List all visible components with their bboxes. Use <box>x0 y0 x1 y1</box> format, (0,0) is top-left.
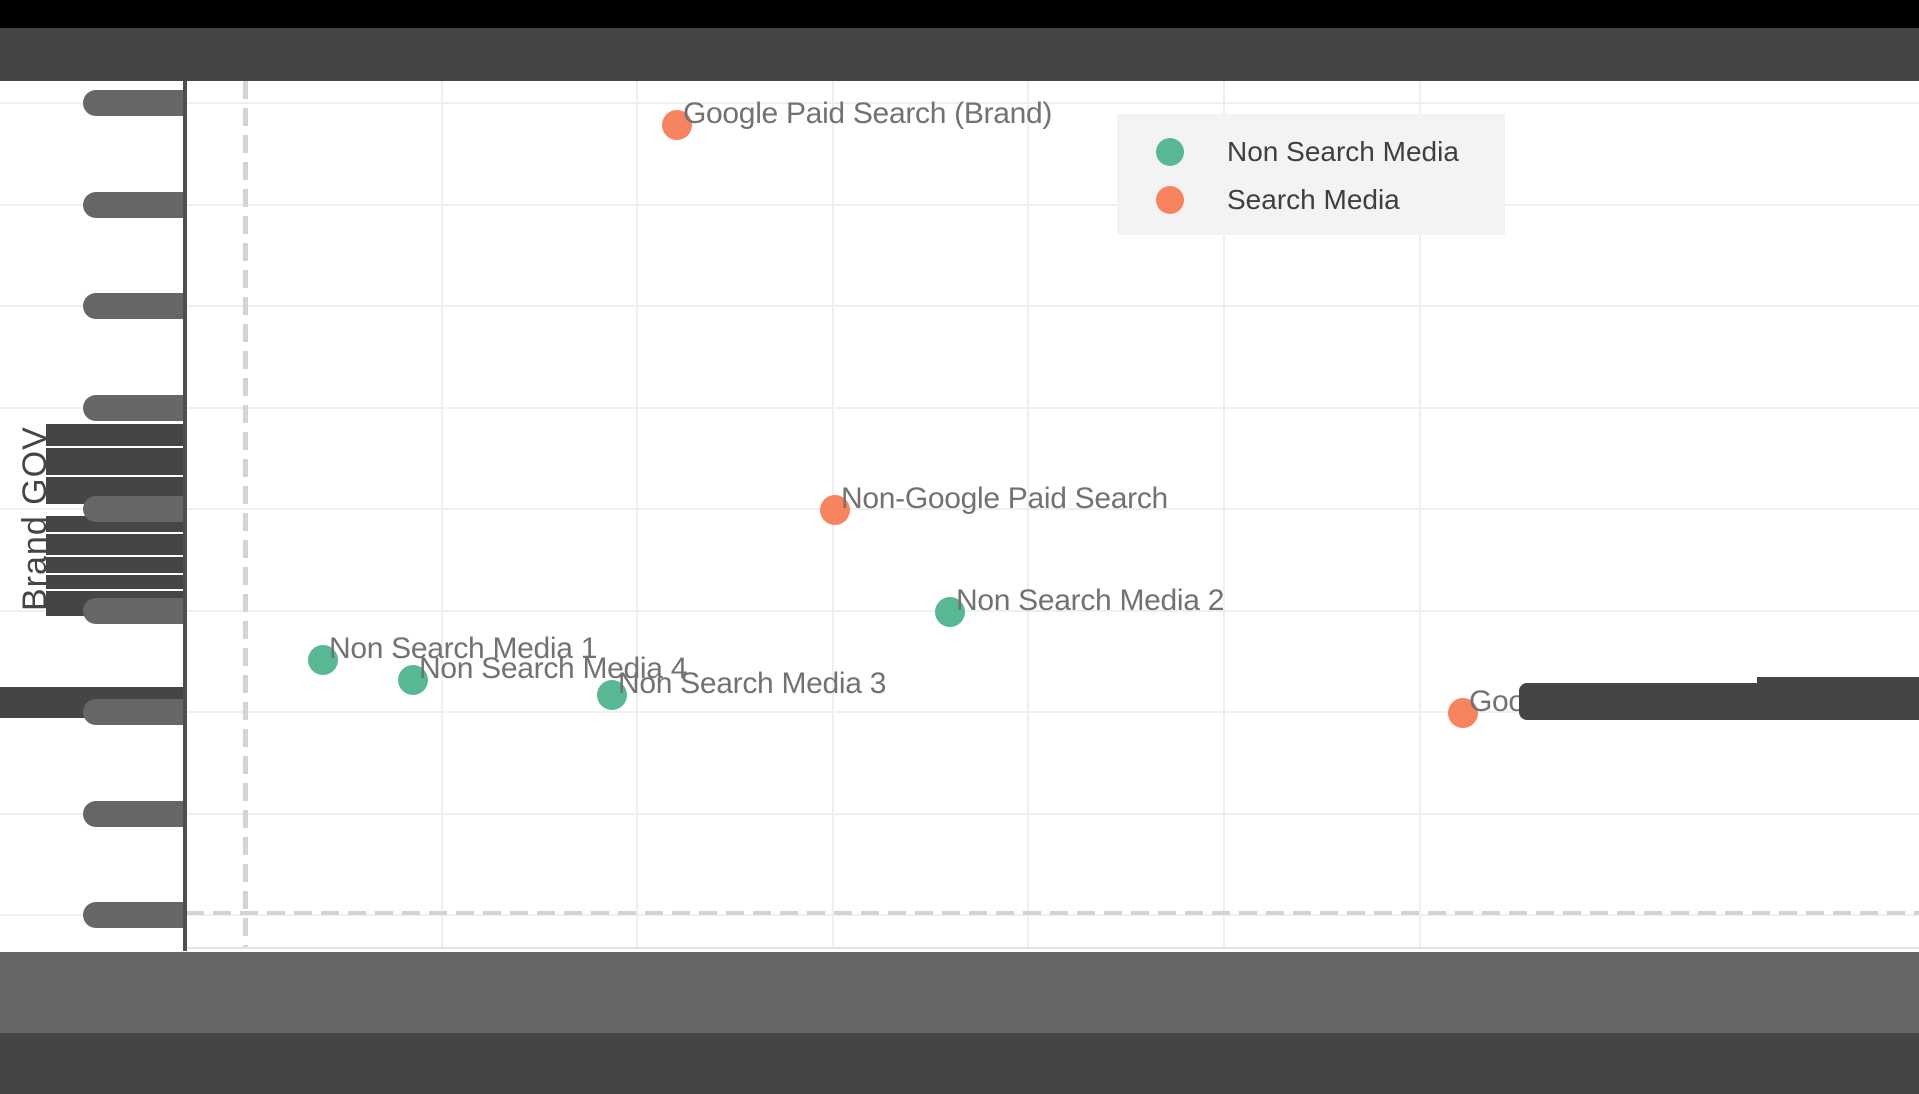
x-tick-label-redaction-band <box>0 952 1919 1033</box>
legend-item-search-media[interactable]: Search Media <box>1117 176 1505 224</box>
axis-title-redaction-bar <box>46 448 184 475</box>
horizontal-gridline <box>0 508 1919 510</box>
point-label-non-search-media-1: Non Search Media 1 <box>329 632 598 665</box>
point-non-google-paid-search[interactable] <box>820 495 850 525</box>
legend-label: Search Media <box>1227 184 1400 215</box>
point-google-paid-search-brand[interactable] <box>662 110 692 140</box>
vertical-gridline <box>1419 81 1421 948</box>
point-label-non-google-paid-search: Non-Google Paid Search <box>841 482 1168 515</box>
horizontal-gridline <box>0 711 1919 713</box>
vertical-gridline <box>1223 81 1225 948</box>
title-redaction-bar <box>0 28 1919 81</box>
vertical-gridline <box>441 81 443 948</box>
horizontal-gridline <box>0 914 1919 916</box>
legend-item-non-search-media[interactable]: Non Search Media <box>1117 128 1505 176</box>
axis-title-redaction-bar <box>46 557 184 573</box>
search-media-legend-dot-icon <box>1156 186 1184 214</box>
horizontal-gridline <box>0 102 1919 104</box>
y-axis-line <box>183 81 187 951</box>
x-axis-title-redaction-band <box>0 1033 1919 1094</box>
non-search-media-legend-dot-icon <box>1156 138 1184 166</box>
point-label-redaction-bar-step <box>1757 677 1919 720</box>
point-non-search-media-3[interactable] <box>597 680 627 710</box>
horizontal-gridline <box>0 204 1919 206</box>
horizontal-gridline <box>0 305 1919 307</box>
point-non-search-media-2[interactable] <box>935 597 965 627</box>
horizontal-gridline <box>0 813 1919 815</box>
legend-label: Non Search Media <box>1227 136 1459 167</box>
point-non-search-media-1[interactable] <box>308 645 338 675</box>
axis-title-redaction-bar <box>46 534 184 555</box>
y-tick-redaction-pill <box>83 395 184 421</box>
point-goo[interactable] <box>1448 698 1478 728</box>
horizontal-gridline <box>0 407 1919 409</box>
y-tick-redaction-pill <box>83 699 184 725</box>
point-label-non-search-media-3: Non Search Media 3 <box>618 667 887 700</box>
point-label-non-search-media-4: Non Search Media 4 <box>419 652 688 685</box>
vertical-dashed-reference-line <box>243 81 248 949</box>
plot-bottom-border <box>186 947 1919 949</box>
point-non-search-media-4[interactable] <box>398 665 428 695</box>
vertical-gridline <box>1027 81 1029 948</box>
y-tick-redaction-pill <box>83 598 184 624</box>
point-label-non-search-media-2: Non Search Media 2 <box>956 584 1225 617</box>
vertical-gridline <box>636 81 638 948</box>
point-label-goo: Goo <box>1469 685 1525 718</box>
y-tick-redaction-pill <box>83 801 184 827</box>
y-tick-redaction-pill <box>83 496 184 522</box>
horizontal-dashed-reference-line <box>186 911 1919 915</box>
axis-title-redaction-bar <box>46 575 184 589</box>
y-tick-redaction-pill <box>83 293 184 319</box>
y-tick-redaction-pill <box>83 902 184 928</box>
y-tick-redaction-pill <box>83 192 184 218</box>
point-label-google-paid-search-brand: Google Paid Search (Brand) <box>683 97 1053 130</box>
header-redaction-black-bar <box>0 0 1919 28</box>
legend: Non Search Media Search Media <box>1117 114 1505 235</box>
axis-title-redaction-bar <box>46 424 184 446</box>
y-tick-redaction-pill <box>83 90 184 116</box>
